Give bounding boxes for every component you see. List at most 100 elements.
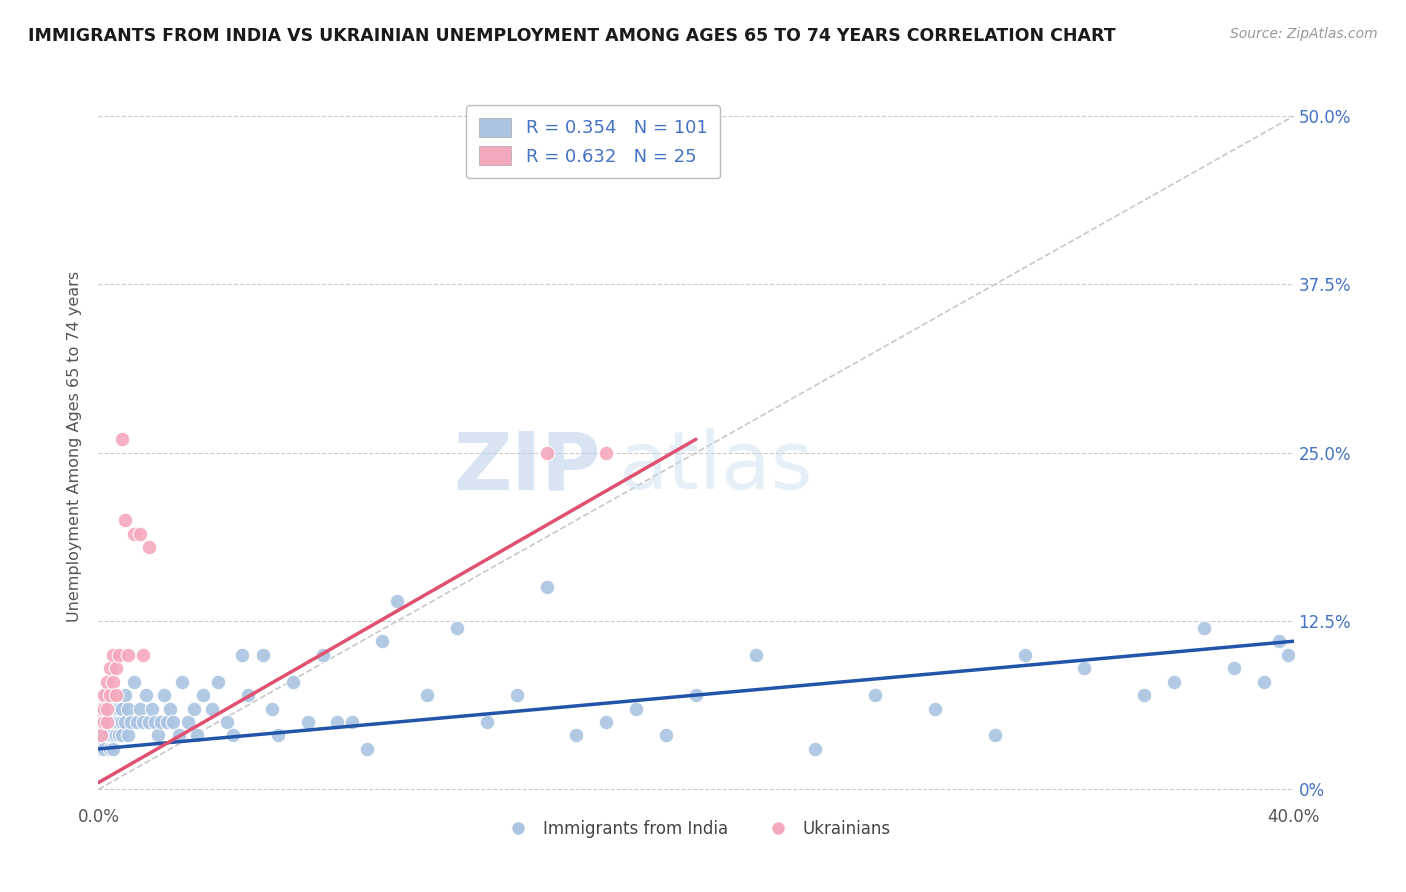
Point — [96, 729, 118, 743]
Point — [215, 714, 238, 729]
Point — [1277, 648, 1299, 662]
Point — [565, 729, 588, 743]
Point — [252, 648, 274, 662]
Point — [93, 714, 115, 729]
Point — [105, 701, 128, 715]
Point — [111, 701, 134, 715]
Legend: Immigrants from India, Ukrainians: Immigrants from India, Ukrainians — [495, 814, 897, 845]
Point — [385, 594, 409, 608]
Point — [103, 714, 125, 729]
Point — [143, 714, 166, 729]
Point — [96, 701, 118, 715]
Point — [96, 729, 118, 743]
Text: IMMIGRANTS FROM INDIA VS UKRAINIAN UNEMPLOYMENT AMONG AGES 65 TO 74 YEARS CORREL: IMMIGRANTS FROM INDIA VS UKRAINIAN UNEMP… — [28, 27, 1116, 45]
Point — [98, 688, 122, 702]
Point — [1014, 648, 1036, 662]
Point — [685, 688, 707, 702]
Point — [446, 621, 468, 635]
Point — [96, 674, 118, 689]
Point — [1267, 634, 1289, 648]
Point — [162, 714, 184, 729]
Point — [150, 714, 173, 729]
Point — [1073, 661, 1095, 675]
Point — [90, 714, 112, 729]
Point — [105, 688, 128, 702]
Point — [191, 688, 214, 702]
Point — [117, 648, 139, 662]
Point — [114, 714, 136, 729]
Point — [148, 729, 170, 743]
Point — [177, 714, 200, 729]
Point — [98, 714, 122, 729]
Point — [120, 714, 142, 729]
Point — [90, 701, 112, 715]
Point — [186, 729, 208, 743]
Point — [127, 714, 149, 729]
Point — [1133, 688, 1156, 702]
Point — [356, 742, 378, 756]
Point — [114, 688, 136, 702]
Point — [506, 688, 529, 702]
Point — [124, 674, 146, 689]
Point — [231, 648, 253, 662]
Text: Source: ZipAtlas.com: Source: ZipAtlas.com — [1230, 27, 1378, 41]
Point — [103, 742, 125, 756]
Point — [138, 540, 160, 554]
Point — [924, 701, 946, 715]
Point — [103, 648, 125, 662]
Point — [132, 648, 155, 662]
Point — [90, 729, 112, 743]
Point — [111, 729, 134, 743]
Point — [129, 526, 152, 541]
Point — [117, 729, 139, 743]
Point — [201, 701, 224, 715]
Point — [141, 701, 163, 715]
Point — [108, 648, 131, 662]
Point — [96, 688, 118, 702]
Point — [114, 513, 136, 527]
Point — [111, 714, 134, 729]
Point — [475, 714, 498, 729]
Point — [153, 688, 176, 702]
Point — [156, 714, 179, 729]
Point — [655, 729, 678, 743]
Point — [98, 661, 122, 675]
Point — [745, 648, 768, 662]
Point — [804, 742, 827, 756]
Point — [342, 714, 364, 729]
Point — [98, 729, 122, 743]
Point — [103, 714, 125, 729]
Point — [108, 729, 131, 743]
Point — [159, 701, 181, 715]
Point — [90, 701, 112, 715]
Point — [98, 701, 122, 715]
Point — [96, 714, 118, 729]
Point — [103, 701, 125, 715]
Point — [260, 701, 283, 715]
Point — [1253, 674, 1275, 689]
Point — [108, 714, 131, 729]
Point — [172, 674, 194, 689]
Point — [93, 701, 115, 715]
Point — [138, 714, 160, 729]
Point — [595, 714, 617, 729]
Point — [96, 701, 118, 715]
Point — [595, 446, 617, 460]
Point — [93, 688, 115, 702]
Point — [105, 714, 128, 729]
Point — [103, 729, 125, 743]
Point — [98, 729, 122, 743]
Y-axis label: Unemployment Among Ages 65 to 74 years: Unemployment Among Ages 65 to 74 years — [67, 270, 83, 622]
Point — [371, 634, 394, 648]
Point — [1192, 621, 1215, 635]
Point — [93, 729, 115, 743]
Text: ZIP: ZIP — [453, 428, 600, 507]
Point — [536, 580, 558, 594]
Point — [281, 674, 304, 689]
Point — [90, 742, 112, 756]
Point — [93, 714, 115, 729]
Point — [90, 729, 112, 743]
Point — [167, 729, 190, 743]
Point — [117, 701, 139, 715]
Point — [105, 729, 128, 743]
